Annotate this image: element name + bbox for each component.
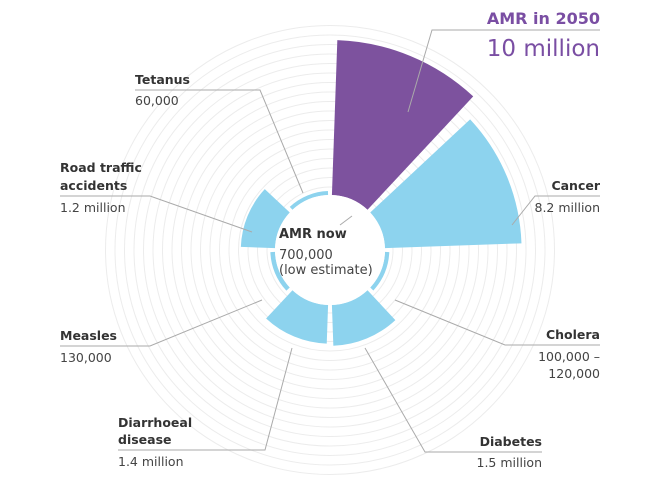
label-amr-2050-value: 10 million <box>487 36 600 62</box>
label-cholera-value-line1: 100,000 – <box>538 349 600 364</box>
grid-ring <box>133 53 527 447</box>
grid-ring <box>209 129 451 371</box>
grid-ring <box>124 44 536 456</box>
leader-lines <box>60 29 600 453</box>
label-amr-2050-name: AMR in 2050 <box>487 9 600 28</box>
center-label-value-line2: (low estimate) <box>279 263 373 278</box>
bar-diabetes <box>331 290 396 346</box>
grid-ring <box>238 158 422 342</box>
bar-amr-2050 <box>331 40 474 210</box>
label-cholera-name: Cholera <box>546 327 600 342</box>
label-road-traffic-value: 1.2 million <box>60 200 126 215</box>
leader-diabetes <box>364 347 542 453</box>
grid-ring <box>247 167 413 333</box>
label-tetanus-name: Tetanus <box>135 72 190 87</box>
leader-measles <box>60 299 263 347</box>
grid-rings <box>105 25 555 475</box>
leader-diarrhoeal <box>118 347 293 451</box>
leader-center <box>339 215 353 226</box>
leader-tetanus <box>135 89 304 194</box>
label-road-traffic-name-line1: Road traffic <box>60 160 142 175</box>
center-label-value-line1: 700,000 <box>279 248 333 263</box>
label-road-traffic-name-line2: accidents <box>60 178 127 193</box>
label-tetanus-value: 60,000 <box>135 93 179 108</box>
label-cancer-name: Cancer <box>551 178 600 193</box>
grid-ring <box>200 120 460 380</box>
grid-ring <box>257 177 403 323</box>
grid-ring <box>114 34 546 466</box>
leader-cholera <box>394 299 600 346</box>
grid-ring <box>171 91 489 409</box>
grid-ring <box>162 82 498 418</box>
label-diabetes-name: Diabetes <box>480 434 542 449</box>
leader-amr-2050 <box>407 29 600 113</box>
label-diabetes-value: 1.5 million <box>477 455 543 470</box>
grid-ring <box>219 139 441 361</box>
grid-ring <box>190 110 470 390</box>
bar-tetanus <box>289 191 329 210</box>
bar-cholera <box>370 251 390 291</box>
grid-ring <box>228 148 432 352</box>
grid-ring <box>152 72 508 428</box>
label-cholera-value-line2: 120,000 <box>548 366 600 381</box>
center-disc <box>275 195 385 305</box>
label-diarrhoeal-name-line2: disease <box>118 432 172 447</box>
bar-road-traffic <box>240 189 290 249</box>
bar-diarrhoeal <box>266 290 329 344</box>
grid-ring <box>143 63 517 437</box>
grid-ring <box>181 101 479 399</box>
grid-ring <box>266 186 394 314</box>
bars <box>240 40 522 346</box>
leader-cancer <box>511 195 600 226</box>
label-measles-value: 130,000 <box>60 350 112 365</box>
bar-cancer <box>370 119 522 249</box>
label-cancer-value: 8.2 million <box>535 200 601 215</box>
bar-measles <box>270 251 290 291</box>
center-label-name: AMR now <box>279 227 347 242</box>
label-measles-name: Measles <box>60 328 117 343</box>
label-diarrhoeal-name-line1: Diarrhoeal <box>118 415 192 430</box>
leader-road-traffic <box>60 195 253 233</box>
label-diarrhoeal-value: 1.4 million <box>118 454 184 469</box>
grid-ring <box>105 25 555 475</box>
